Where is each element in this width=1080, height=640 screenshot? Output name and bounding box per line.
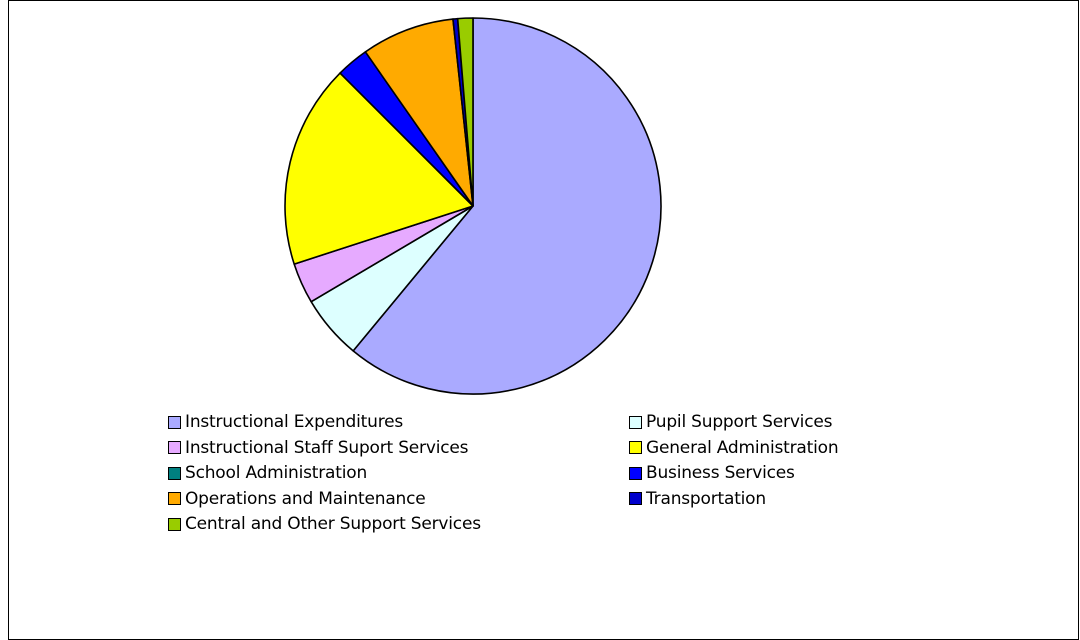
legend-item: Business Services: [629, 463, 795, 483]
legend-label: Instructional Staff Suport Services: [185, 437, 469, 458]
legend-swatch: [168, 492, 181, 505]
legend-swatch: [168, 517, 181, 531]
legend-label: General Administration: [646, 437, 839, 458]
legend-swatch: [168, 466, 181, 480]
pie-slice-operations-and-maintenance: [364, 18, 474, 207]
legend-item: Instructional Staff Suport Services: [168, 438, 468, 458]
legend-label: Business Services: [646, 463, 795, 483]
legend-swatch: [629, 492, 642, 505]
pie-chart: [284, 17, 662, 395]
pie-slice-central-and-other-support-services: [456, 17, 474, 207]
legend-swatch: [629, 466, 642, 480]
legend-item: Transportation: [629, 489, 766, 509]
legend-label: Operations and Maintenance: [185, 488, 426, 509]
legend-swatch: [168, 441, 181, 454]
legend-item: Operations and Maintenance: [168, 489, 426, 509]
legend-label: Instructional Expenditures: [185, 412, 404, 432]
pie-slice-general-administration: [284, 72, 474, 265]
legend-label: Pupil Support Services: [646, 412, 833, 432]
pie-slice-instructional-expenditures: [352, 17, 662, 395]
legend-item: Central and Other Support Services: [168, 514, 481, 534]
legend-item: School Administration: [168, 463, 367, 483]
legend-label: School Administration: [185, 463, 368, 483]
legend-swatch: [168, 415, 181, 429]
legend-label: Transportation: [646, 488, 766, 509]
legend-swatch: [629, 415, 642, 429]
legend-item: General Administration: [629, 437, 839, 458]
legend-swatch: [629, 441, 642, 454]
legend-item: Pupil Support Services: [629, 412, 832, 432]
legend-item: Instructional Expenditures: [168, 412, 403, 432]
legend-label: Central and Other Support Services: [185, 514, 481, 534]
